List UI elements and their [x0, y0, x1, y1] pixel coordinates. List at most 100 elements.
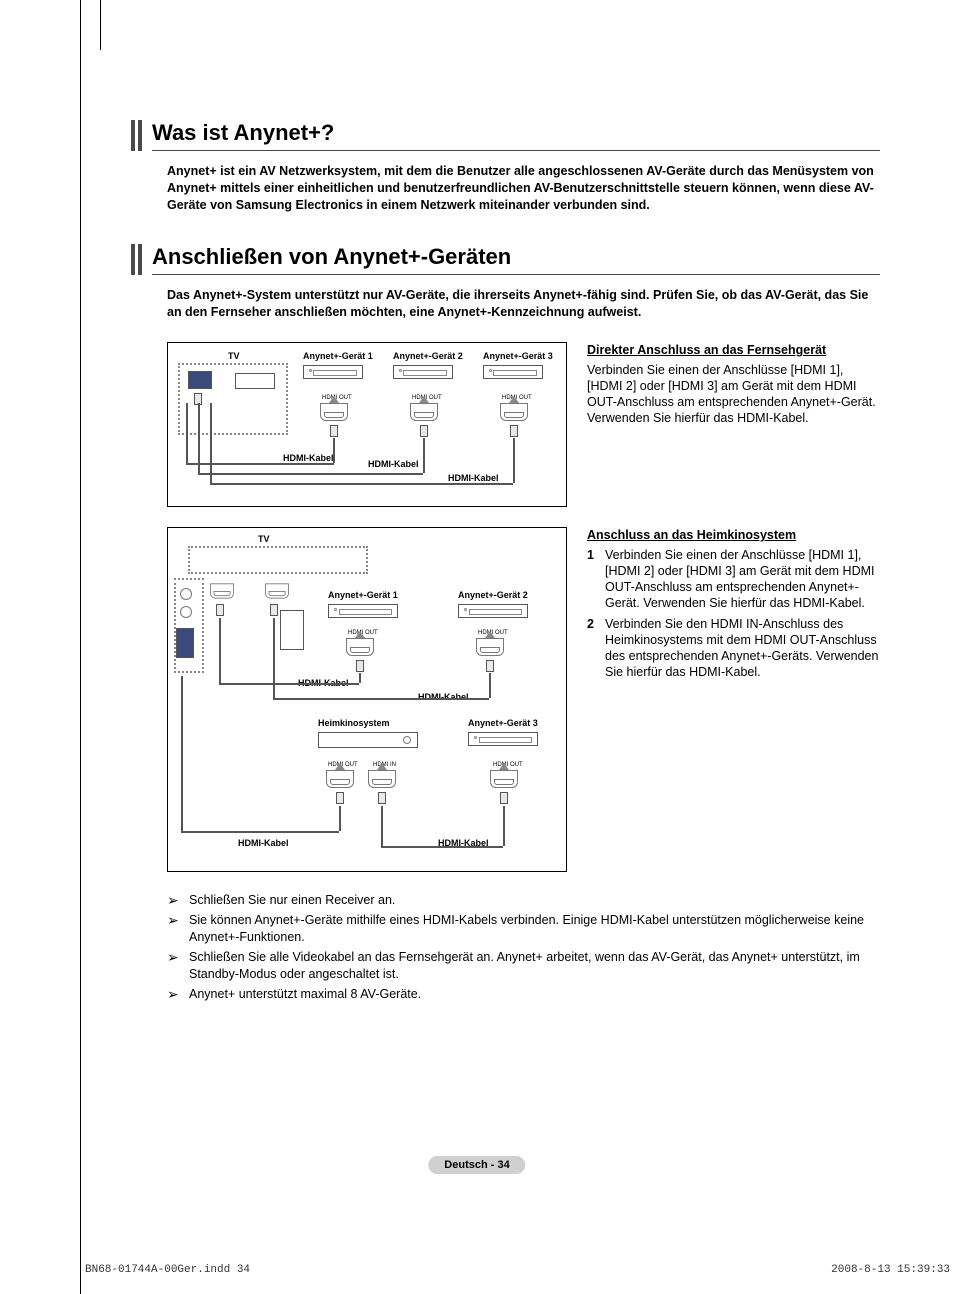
notes-list: ➢Schließen Sie nur einen Receiver an. ➢S… — [167, 892, 880, 1002]
side2-steps: 1Verbinden Sie einen der Anschlüsse [HDM… — [587, 547, 880, 681]
label-tv: TV — [258, 534, 270, 544]
diagram-home-theater: TV Anynet+-Gerät 1 Anynet+-Gerät 2 HDMI … — [167, 527, 567, 872]
cable-label: HDMI-Kabel — [238, 838, 289, 848]
bullet-arrow-icon: ➢ — [167, 949, 189, 983]
diagram2-row: TV Anynet+-Gerät 1 Anynet+-Gerät 2 HDMI … — [167, 527, 880, 872]
list-item: ➢Schließen Sie alle Videokabel an das Fe… — [167, 949, 880, 983]
cable-label: HDMI-Kabel — [448, 473, 499, 483]
tv-connector-block — [280, 610, 304, 650]
cable-line — [273, 618, 275, 698]
cable-plug-icon — [216, 604, 224, 616]
list-item: 2Verbinden Sie den HDMI IN-Anschluss des… — [587, 616, 880, 681]
cable-line — [359, 673, 361, 683]
section-title-1: Was ist Anynet+? — [152, 120, 880, 151]
page-number-badge: Deutsch - 34 — [428, 1156, 525, 1174]
cable-plug-icon — [330, 425, 338, 437]
anynet-device — [393, 365, 453, 379]
label-dev1: Anynet+-Gerät 1 — [303, 351, 373, 361]
hdmi-out-port — [476, 638, 504, 656]
side-heading-2: Anschluss an das Heimkinosystem — [587, 527, 880, 543]
cable-line — [339, 806, 341, 831]
tv-connector — [176, 628, 194, 658]
hdmi-port-tv — [210, 584, 234, 599]
cable-line — [513, 438, 515, 483]
label-dev1: Anynet+-Gerät 1 — [328, 590, 398, 600]
cable-line — [210, 483, 513, 485]
hdmi-out-port — [326, 770, 354, 788]
bullet-arrow-icon: ➢ — [167, 912, 189, 946]
cable-line — [423, 438, 425, 473]
cable-line — [219, 618, 221, 683]
home-theater-device — [318, 732, 418, 748]
bullet-text: Schließen Sie nur einen Receiver an. — [189, 892, 395, 909]
section-title-2: Anschließen von Anynet+-Geräten — [152, 244, 880, 275]
cable-plug-icon — [356, 660, 364, 672]
hdmi-out-port — [320, 403, 348, 421]
cable-line — [503, 806, 505, 846]
heading-bar-icon — [131, 244, 142, 275]
anynet-device — [483, 365, 543, 379]
tv-port-row — [235, 373, 275, 389]
section1-intro: Anynet+ ist ein AV Netzwerksystem, mit d… — [167, 163, 880, 214]
label-tv: TV — [228, 351, 240, 361]
cable-line — [198, 403, 200, 473]
tv-panel — [178, 363, 288, 435]
cable-plug-icon — [336, 792, 344, 804]
label-dev3: Anynet+-Gerät 3 — [468, 718, 538, 728]
section-heading-1: Was ist Anynet+? — [131, 120, 880, 151]
cable-label: HDMI-Kabel — [283, 453, 334, 463]
cable-label: HDMI-Kabel — [368, 459, 419, 469]
cable-plug-icon — [486, 660, 494, 672]
cable-line — [181, 676, 183, 831]
cable-line — [273, 698, 489, 700]
cable-line — [181, 831, 339, 833]
bullet-arrow-icon: ➢ — [167, 986, 189, 1003]
cable-plug-icon — [500, 792, 508, 804]
label-dev3: Anynet+-Gerät 3 — [483, 351, 553, 361]
page-frame: Was ist Anynet+? Anynet+ ist ein AV Netz… — [80, 0, 900, 1294]
anynet-device — [468, 732, 538, 746]
anynet-device — [303, 365, 363, 379]
bullet-arrow-icon: ➢ — [167, 892, 189, 909]
cable-plug-icon — [270, 604, 278, 616]
list-item: ➢Anynet+ unterstützt maximal 8 AV-Geräte… — [167, 986, 880, 1003]
cable-line — [489, 673, 491, 698]
hdmi-out-port — [490, 770, 518, 788]
cable-line — [210, 403, 212, 483]
hdmi-in-port — [188, 371, 212, 389]
cable-plug-icon — [378, 792, 386, 804]
hdmi-out-port — [346, 638, 374, 656]
hdmi-port-tv — [265, 584, 289, 599]
section2-intro: Das Anynet+-System unterstützt nur AV-Ge… — [167, 287, 880, 321]
step-text: Verbinden Sie den HDMI IN-Anschluss des … — [605, 616, 880, 681]
cable-line — [381, 806, 383, 846]
heading-bar-icon — [131, 120, 142, 151]
anynet-device — [328, 604, 398, 618]
hdmi-in-port — [368, 770, 396, 788]
label-dev2: Anynet+-Gerät 2 — [458, 590, 528, 600]
bullet-text: Anynet+ unterstützt maximal 8 AV-Geräte. — [189, 986, 421, 1003]
side-text-home-theater: Anschluss an das Heimkinosystem 1Verbind… — [587, 527, 880, 872]
cable-plug-icon — [510, 425, 518, 437]
side-body-1: Verbinden Sie einen der Anschlüsse [HDMI… — [587, 362, 880, 427]
hdmi-out-port — [410, 403, 438, 421]
label-dev2: Anynet+-Gerät 2 — [393, 351, 463, 361]
list-item: 1Verbinden Sie einen der Anschlüsse [HDM… — [587, 547, 880, 612]
cable-label: HDMI-Kabel — [418, 692, 469, 702]
step-text: Verbinden Sie einen der Anschlüsse [HDMI… — [605, 547, 880, 612]
tv-panel-top — [188, 546, 368, 574]
hdmi-out-port — [500, 403, 528, 421]
side-heading-1: Direkter Anschluss an das Fernsehgerät — [587, 342, 880, 358]
side-text-direct: Direkter Anschluss an das Fernsehgerät V… — [587, 342, 880, 507]
cable-line — [219, 683, 359, 685]
diagram1-row: TV Anynet+-Gerät 1 Anynet+-Gerät 2 Anyne… — [167, 342, 880, 507]
cable-plug-icon — [420, 425, 428, 437]
anynet-device — [458, 604, 528, 618]
cable-line — [198, 473, 423, 475]
bullet-text: Schließen Sie alle Videokabel an das Fer… — [189, 949, 880, 983]
cable-line — [186, 403, 188, 463]
list-item: ➢Sie können Anynet+-Geräte mithilfe eine… — [167, 912, 880, 946]
cable-line — [186, 463, 334, 465]
footer-doc-name: BN68-01744A-00Ger.indd 34 — [85, 1264, 250, 1276]
footer-timestamp: 2008-8-13 15:39:33 — [831, 1264, 950, 1276]
